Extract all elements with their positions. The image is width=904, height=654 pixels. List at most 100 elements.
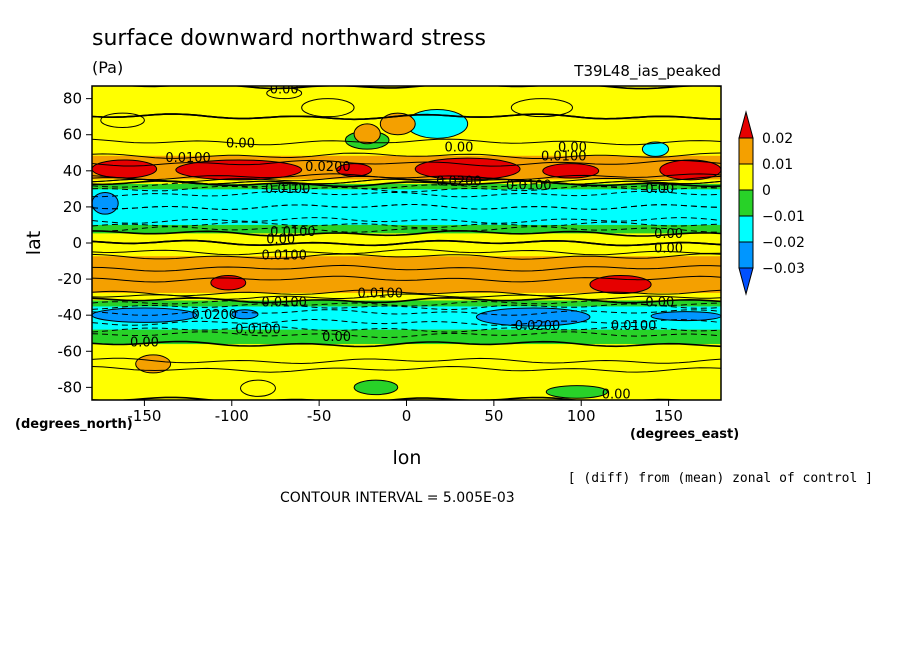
field-band [92, 166, 721, 168]
field-band [92, 323, 721, 326]
field-band [92, 294, 721, 296]
field-band [92, 348, 721, 351]
field-band [92, 145, 721, 148]
field-band [92, 238, 721, 240]
field-band [92, 253, 721, 256]
field-band [92, 281, 721, 284]
contour-label: 0.0100 [270, 225, 316, 240]
field-band [92, 371, 721, 374]
field-band [92, 153, 721, 155]
field-band [92, 390, 721, 393]
field-band [92, 207, 721, 210]
field-band [92, 366, 721, 369]
field-band [92, 362, 721, 364]
contour-label: 0.00 [444, 140, 473, 155]
field-band [92, 103, 721, 106]
field-band [92, 188, 721, 190]
field-band [92, 383, 721, 386]
field-band [92, 112, 721, 115]
field-patch [414, 157, 521, 181]
field-band [92, 336, 721, 339]
contour-line [92, 340, 721, 348]
colorbar-swatch [738, 137, 754, 165]
contour-label: 0.0100 [235, 323, 281, 338]
field-band [92, 334, 721, 336]
field-band [92, 243, 721, 245]
field-band [92, 256, 721, 259]
field-patch [379, 112, 416, 136]
field-band [92, 92, 721, 94]
field-band [92, 88, 721, 90]
field-patch [92, 191, 119, 215]
field-band [92, 208, 721, 211]
y-tick-label: 60 [63, 126, 82, 144]
field-band [92, 106, 721, 109]
field-band [92, 246, 721, 248]
field-band [92, 229, 721, 231]
field-band [92, 232, 721, 234]
field-band [92, 209, 721, 212]
field-band [92, 365, 721, 368]
y-units-label: (degrees_north) [15, 417, 133, 432]
field-band [92, 346, 721, 349]
y-axis-label: lat [23, 231, 45, 255]
field-band [92, 325, 721, 327]
field-band [92, 332, 721, 334]
contour-label: 0.00 [654, 241, 683, 256]
field-band [92, 310, 721, 313]
field-band [92, 255, 721, 257]
field-band [92, 175, 721, 177]
field-band [92, 226, 721, 229]
field-band [92, 173, 721, 175]
field-band [92, 143, 721, 146]
field-patch [175, 159, 303, 181]
field-band [92, 316, 721, 318]
contour-label: 0.0100 [261, 296, 307, 311]
field-band [92, 261, 721, 264]
contour-line [92, 113, 721, 121]
field-band [92, 297, 721, 299]
contour-line [92, 159, 721, 167]
field-band [92, 167, 721, 170]
contour-interval-note: CONTOUR INTERVAL = 5.005E-03 [280, 490, 515, 506]
field-band [92, 313, 721, 316]
field-band [92, 388, 721, 391]
field-band [92, 195, 721, 197]
field-band [92, 259, 721, 261]
field-patch [353, 123, 381, 145]
field-patch [231, 309, 259, 320]
field-band [92, 282, 721, 285]
contour-line [92, 178, 721, 185]
field-band [92, 255, 721, 257]
contour-label: 0.0200 [305, 160, 351, 175]
field-band [92, 216, 721, 219]
field-band [92, 244, 721, 246]
field-band [92, 354, 721, 357]
contour-line [92, 180, 721, 188]
field-band [92, 247, 721, 250]
field-band [92, 100, 721, 103]
field-band [92, 198, 721, 201]
field-band [92, 157, 721, 159]
field-band [92, 245, 721, 247]
field-band [92, 307, 721, 310]
contour-line [92, 275, 721, 283]
field-patch [210, 274, 247, 291]
contour-label: 0.0100 [165, 151, 211, 166]
field-patch [353, 379, 399, 396]
field-band [92, 393, 721, 396]
field-band [92, 251, 721, 253]
field-band [92, 369, 721, 372]
field-band [92, 298, 721, 300]
field-band [92, 224, 721, 227]
field-band [92, 244, 721, 247]
colorbar-swatch [738, 189, 754, 217]
field-band [92, 319, 721, 321]
field-band [92, 260, 721, 262]
field-band [92, 170, 721, 173]
contour-label: 0.00 [558, 140, 587, 155]
field-band [92, 110, 721, 113]
field-band [92, 175, 721, 177]
field-band [92, 206, 721, 209]
field-band [92, 152, 721, 155]
